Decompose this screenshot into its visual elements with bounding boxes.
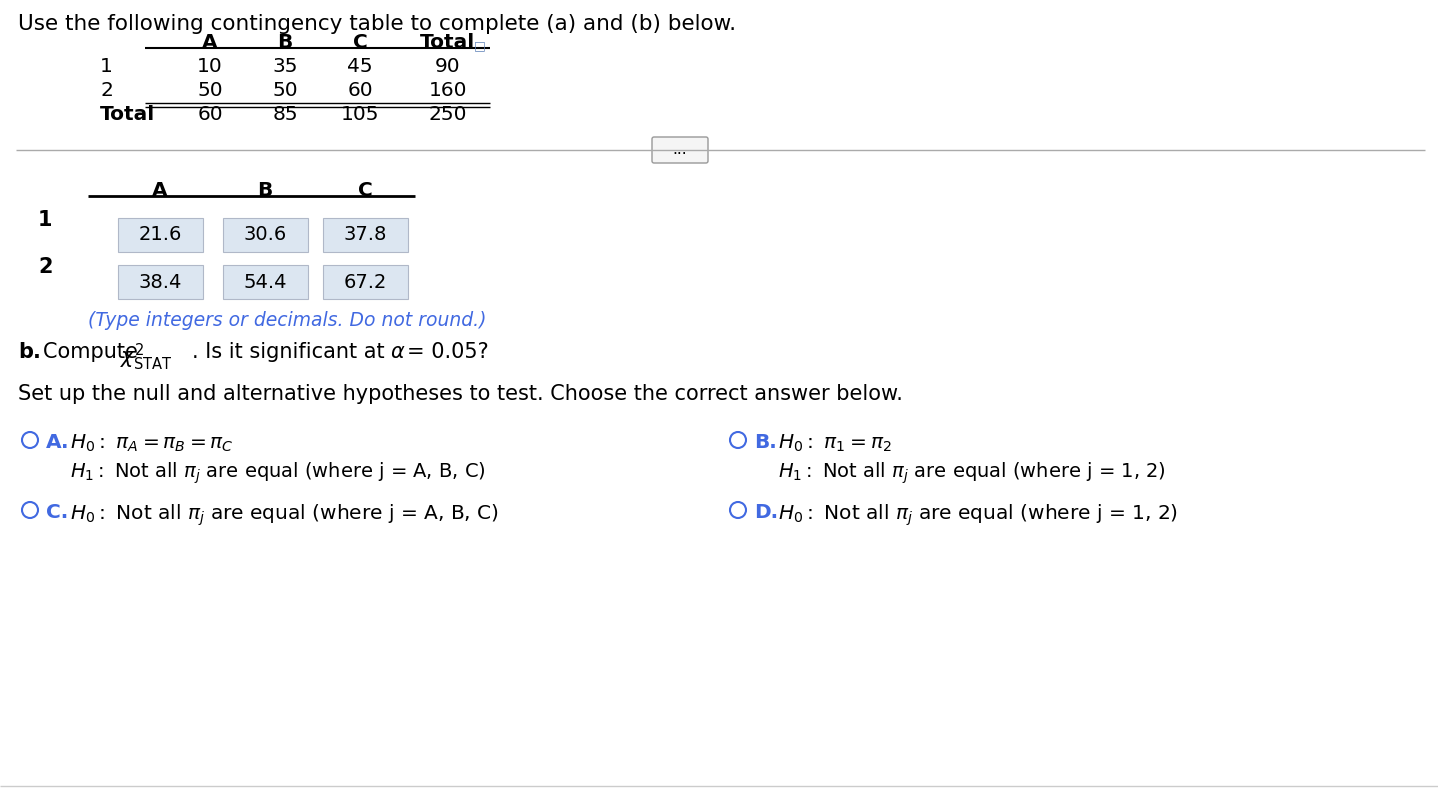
Text: 60: 60 bbox=[197, 105, 223, 124]
Text: 2: 2 bbox=[101, 81, 112, 100]
Text: Compute: Compute bbox=[43, 342, 144, 362]
Text: 54.4: 54.4 bbox=[243, 272, 286, 291]
Text: = 0.05?: = 0.05? bbox=[407, 342, 489, 362]
Text: Set up the null and alternative hypotheses to test. Choose the correct answer be: Set up the null and alternative hypothes… bbox=[19, 384, 903, 404]
Text: . Is it significant at: . Is it significant at bbox=[193, 342, 391, 362]
Text: 60: 60 bbox=[347, 81, 372, 100]
Text: D.: D. bbox=[754, 503, 778, 522]
Text: □: □ bbox=[475, 39, 486, 52]
Text: 160: 160 bbox=[429, 81, 467, 100]
Text: 38.4: 38.4 bbox=[138, 272, 181, 291]
Text: 37.8: 37.8 bbox=[344, 226, 387, 245]
Text: B: B bbox=[257, 181, 273, 200]
Text: ...: ... bbox=[673, 143, 687, 158]
Text: $\chi^{2}_{\mathrm{STAT}}$: $\chi^{2}_{\mathrm{STAT}}$ bbox=[119, 342, 173, 373]
Text: 1: 1 bbox=[37, 210, 53, 230]
Text: 250: 250 bbox=[429, 105, 467, 124]
Text: 50: 50 bbox=[272, 81, 298, 100]
Text: C.: C. bbox=[46, 503, 68, 522]
Text: $H_0\mathrm{:}\ \pi_1 = \pi_2$: $H_0\mathrm{:}\ \pi_1 = \pi_2$ bbox=[778, 433, 892, 455]
Text: b.: b. bbox=[19, 342, 40, 362]
Text: Total: Total bbox=[420, 33, 476, 52]
Text: (Type integers or decimals. Do not round.): (Type integers or decimals. Do not round… bbox=[88, 311, 486, 330]
Text: $H_1\mathrm{:}$ Not all $\pi_j$ are equal (where j = 1, 2): $H_1\mathrm{:}$ Not all $\pi_j$ are equa… bbox=[778, 460, 1166, 485]
Bar bbox=[324, 265, 408, 299]
Text: A: A bbox=[152, 181, 168, 200]
Text: 90: 90 bbox=[436, 57, 460, 76]
Text: 67.2: 67.2 bbox=[344, 272, 387, 291]
Text: C: C bbox=[358, 181, 372, 200]
Bar bbox=[223, 218, 308, 252]
Text: Total: Total bbox=[101, 105, 155, 124]
Text: A: A bbox=[203, 33, 217, 52]
Text: 50: 50 bbox=[197, 81, 223, 100]
Text: 105: 105 bbox=[341, 105, 380, 124]
Bar bbox=[118, 218, 203, 252]
Bar bbox=[118, 265, 203, 299]
Text: $H_0\mathrm{:}$ Not all $\pi_j$ are equal (where j = 1, 2): $H_0\mathrm{:}$ Not all $\pi_j$ are equa… bbox=[778, 503, 1178, 528]
Text: $\alpha$: $\alpha$ bbox=[390, 342, 406, 362]
Text: 45: 45 bbox=[347, 57, 372, 76]
Text: 30.6: 30.6 bbox=[243, 226, 286, 245]
Bar bbox=[223, 265, 308, 299]
Text: $H_1\mathrm{:}$ Not all $\pi_j$ are equal (where j = A, B, C): $H_1\mathrm{:}$ Not all $\pi_j$ are equa… bbox=[70, 460, 486, 485]
Text: 2: 2 bbox=[37, 257, 53, 277]
Text: $H_0\mathrm{:}\ \pi_A = \pi_B = \pi_C$: $H_0\mathrm{:}\ \pi_A = \pi_B = \pi_C$ bbox=[70, 433, 234, 455]
Text: Use the following contingency table to complete (a) and (b) below.: Use the following contingency table to c… bbox=[19, 14, 736, 34]
Text: $H_0\mathrm{:}$ Not all $\pi_j$ are equal (where j = A, B, C): $H_0\mathrm{:}$ Not all $\pi_j$ are equa… bbox=[70, 503, 499, 528]
Text: 10: 10 bbox=[197, 57, 223, 76]
Text: 1: 1 bbox=[101, 57, 112, 76]
Text: B.: B. bbox=[754, 433, 777, 452]
Text: 21.6: 21.6 bbox=[138, 226, 181, 245]
FancyBboxPatch shape bbox=[651, 137, 707, 163]
Text: B: B bbox=[278, 33, 292, 52]
Text: A.: A. bbox=[46, 433, 69, 452]
Text: 85: 85 bbox=[272, 105, 298, 124]
Bar bbox=[324, 218, 408, 252]
Text: 35: 35 bbox=[272, 57, 298, 76]
Text: C: C bbox=[352, 33, 367, 52]
